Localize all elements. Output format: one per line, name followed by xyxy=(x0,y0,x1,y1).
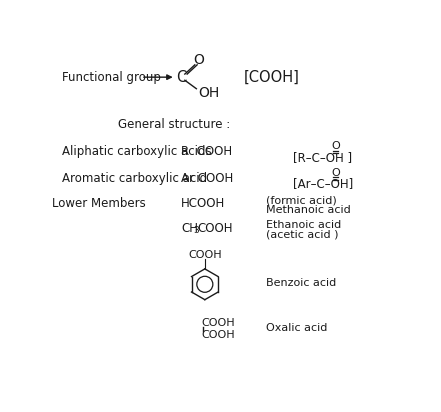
Text: Functional group: Functional group xyxy=(62,71,161,84)
Text: [Ar–C–OH]: [Ar–C–OH] xyxy=(293,177,354,190)
Text: OH: OH xyxy=(199,87,220,101)
Text: O: O xyxy=(331,168,340,178)
Text: COOH: COOH xyxy=(201,330,235,340)
Text: O: O xyxy=(193,53,204,67)
Text: Ethanoic acid: Ethanoic acid xyxy=(265,220,341,230)
Text: Ar COOH: Ar COOH xyxy=(181,171,233,185)
Text: [COOH]: [COOH] xyxy=(244,70,300,84)
Text: R  COOH: R COOH xyxy=(181,145,232,157)
Text: COOH: COOH xyxy=(201,318,235,328)
Text: Benzoic acid: Benzoic acid xyxy=(265,278,336,288)
Text: Aliphatic carboxylic acids: Aliphatic carboxylic acids xyxy=(62,145,212,157)
Text: CH: CH xyxy=(181,222,198,234)
Text: C: C xyxy=(176,70,187,84)
Text: O: O xyxy=(331,141,340,152)
Text: Aromatic carboxylic acid: Aromatic carboxylic acid xyxy=(62,171,208,185)
Text: Lower Members: Lower Members xyxy=(52,197,146,210)
Text: (formic acid): (formic acid) xyxy=(265,195,336,205)
Text: Methanoic acid: Methanoic acid xyxy=(265,205,351,215)
Text: Oxalic acid: Oxalic acid xyxy=(265,323,327,333)
Text: (acetic acid ): (acetic acid ) xyxy=(265,229,338,239)
Text: COOH: COOH xyxy=(188,250,222,260)
Text: COOH: COOH xyxy=(197,222,233,234)
Text: 3: 3 xyxy=(193,226,199,235)
Text: General structure :: General structure : xyxy=(118,118,230,131)
Text: HCOOH: HCOOH xyxy=(181,197,225,210)
Text: [R–C–OH ]: [R–C–OH ] xyxy=(293,151,352,164)
